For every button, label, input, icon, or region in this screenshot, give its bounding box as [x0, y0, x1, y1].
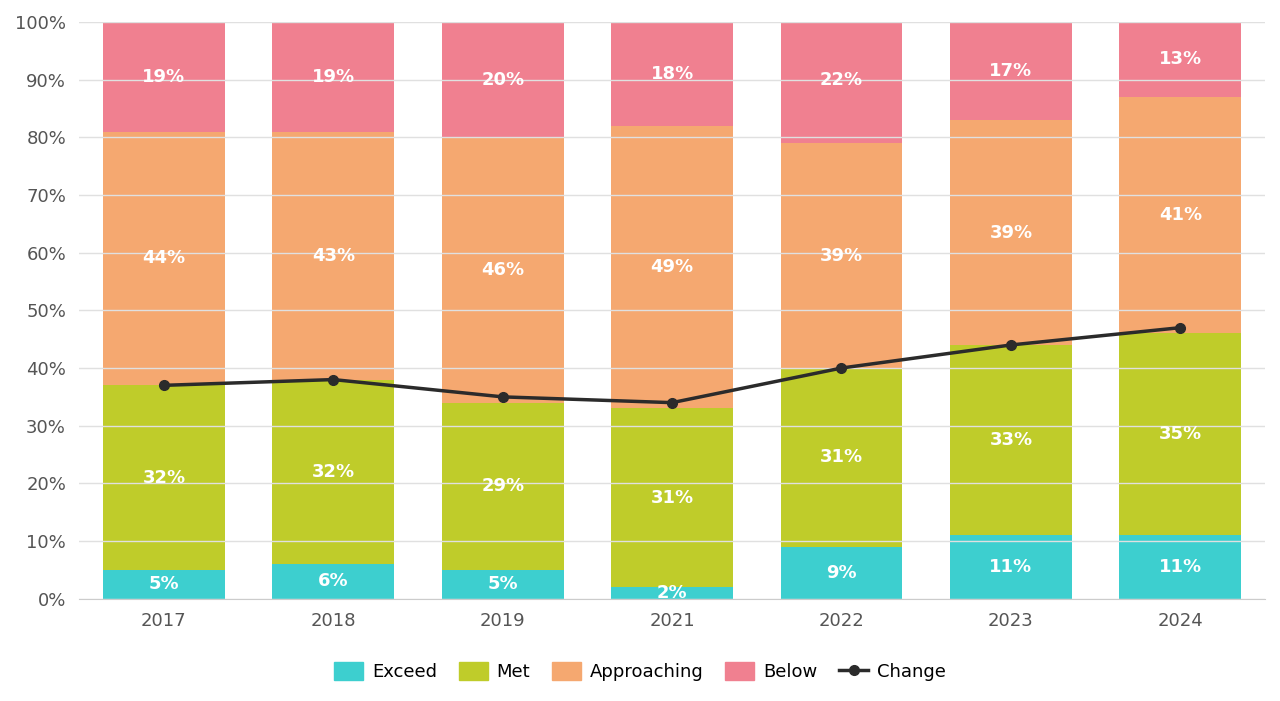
Bar [102, 132, 225, 386]
Text: 39%: 39% [820, 247, 863, 264]
Bar [611, 22, 733, 125]
Text: 11%: 11% [989, 558, 1033, 576]
Text: 11%: 11% [1158, 558, 1202, 576]
Bar [1119, 334, 1242, 536]
Text: 43%: 43% [312, 247, 355, 264]
Text: 19%: 19% [142, 68, 186, 86]
Text: 2%: 2% [657, 584, 687, 602]
Bar [102, 386, 225, 570]
Bar [273, 564, 394, 599]
Text: 9%: 9% [826, 564, 856, 582]
Text: 41%: 41% [1158, 206, 1202, 224]
Bar [950, 536, 1071, 599]
Bar [1119, 536, 1242, 599]
Bar [781, 16, 902, 143]
Bar [442, 22, 563, 137]
Legend: Exceed, Met, Approaching, Below, Change: Exceed, Met, Approaching, Below, Change [326, 655, 954, 688]
Text: 18%: 18% [650, 65, 694, 83]
Text: 32%: 32% [312, 463, 355, 481]
Text: 31%: 31% [650, 489, 694, 507]
Text: 13%: 13% [1158, 50, 1202, 69]
Text: 6%: 6% [317, 573, 348, 590]
Text: 19%: 19% [312, 68, 355, 86]
Text: 20%: 20% [481, 71, 525, 88]
Text: 29%: 29% [481, 477, 525, 496]
Text: 44%: 44% [142, 250, 186, 268]
Bar [1119, 97, 1242, 334]
Bar [611, 587, 733, 599]
Text: 39%: 39% [989, 224, 1033, 242]
Bar [781, 143, 902, 368]
Text: 35%: 35% [1158, 426, 1202, 443]
Bar [442, 570, 563, 599]
Bar [273, 132, 394, 379]
Bar [950, 22, 1071, 120]
Bar [273, 22, 394, 132]
Bar [611, 409, 733, 587]
Text: 33%: 33% [989, 431, 1033, 449]
Bar [273, 379, 394, 564]
Bar [950, 345, 1071, 536]
Text: 46%: 46% [481, 261, 525, 279]
Text: 32%: 32% [142, 468, 186, 486]
Text: 31%: 31% [820, 449, 863, 466]
Bar [781, 547, 902, 599]
Text: 17%: 17% [989, 62, 1033, 80]
Bar [102, 22, 225, 132]
Bar [611, 125, 733, 409]
Text: 5%: 5% [488, 576, 518, 593]
Bar [781, 368, 902, 547]
Text: 5%: 5% [148, 576, 179, 593]
Text: 22%: 22% [820, 71, 863, 88]
Bar [442, 137, 563, 402]
Bar [102, 570, 225, 599]
Text: 49%: 49% [650, 258, 694, 276]
Bar [1119, 22, 1242, 97]
Bar [442, 402, 563, 570]
Bar [950, 120, 1071, 345]
